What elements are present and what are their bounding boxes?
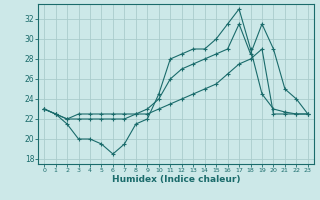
X-axis label: Humidex (Indice chaleur): Humidex (Indice chaleur) [112, 175, 240, 184]
